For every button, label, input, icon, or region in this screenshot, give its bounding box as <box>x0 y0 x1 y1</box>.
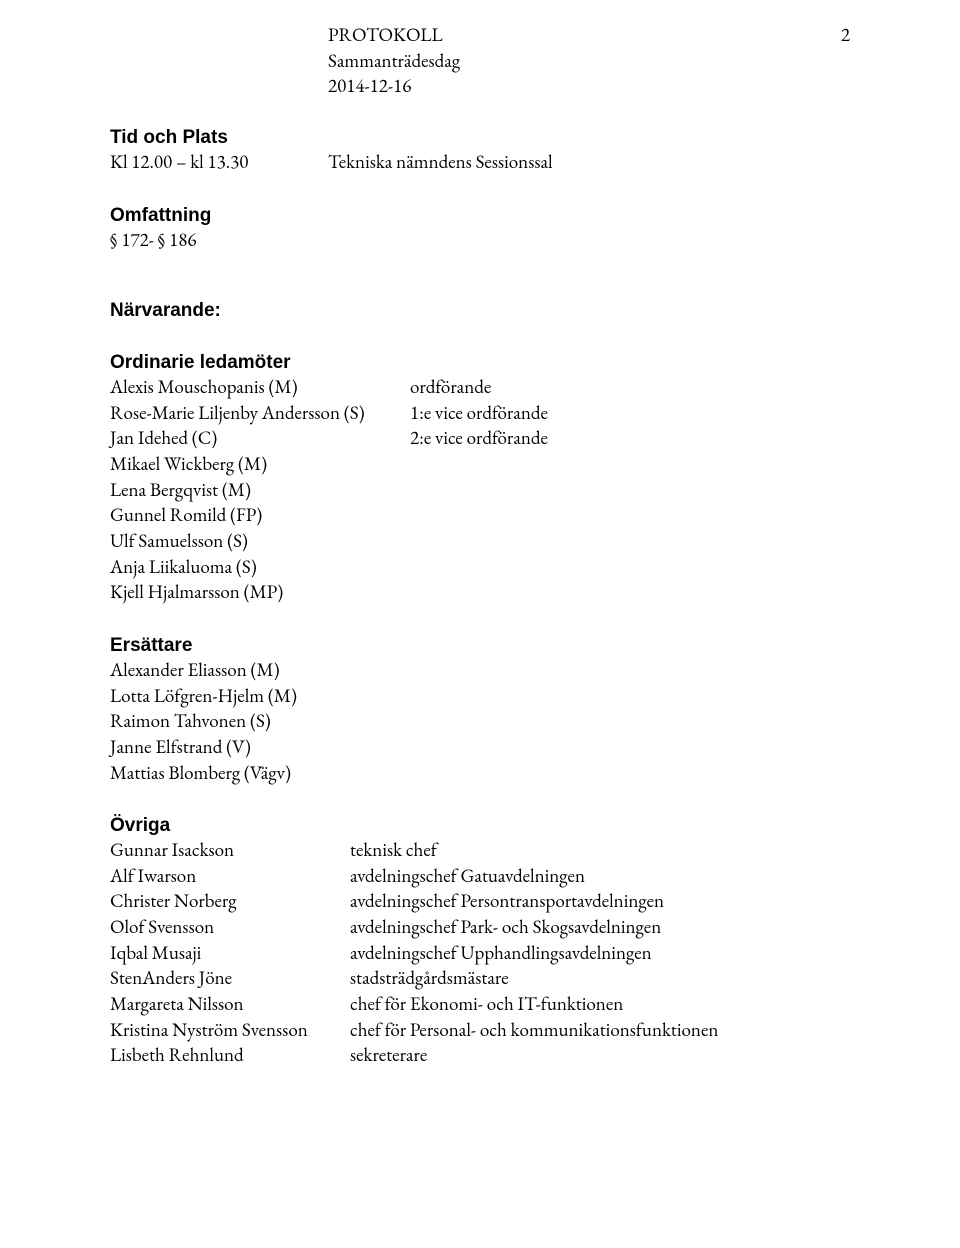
ordinarie-role: 1:e vice ordförande <box>410 400 850 426</box>
list-item: Christer Norberg avdelningschef Persontr… <box>110 888 850 914</box>
list-item: Kjell Hjalmarsson (MP) <box>110 579 850 605</box>
ordinarie-name: Ulf Samuelsson (S) <box>110 528 410 554</box>
ovriga-role: avdelningschef Park- och Skogsavdelninge… <box>350 914 850 940</box>
list-item: StenAnders Jöne stadsträdgårdsmästare <box>110 965 850 991</box>
heading-ersattare: Ersättare <box>110 635 850 657</box>
list-item: Lotta Löfgren-Hjelm (M) <box>110 683 850 709</box>
ovriga-role: stadsträdgårdsmästare <box>350 965 850 991</box>
page-number: 2 <box>841 22 850 48</box>
header-date: 2014-12-16 <box>328 73 850 99</box>
heading-ordinarie: Ordinarie ledamöter <box>110 352 850 374</box>
ovriga-list: Gunnar Isackson teknisk chef Alf Iwarson… <box>110 837 850 1068</box>
list-item: Alf Iwarson avdelningschef Gatuavdelning… <box>110 863 850 889</box>
ovriga-role: chef för Ekonomi- och IT-funktionen <box>350 991 850 1017</box>
list-item: Mikael Wickberg (M) <box>110 451 850 477</box>
ovriga-role: chef för Personal- och kommunikationsfun… <box>350 1017 850 1043</box>
list-item: Kristina Nyström Svensson chef för Perso… <box>110 1017 850 1043</box>
header-title-protokoll: PROTOKOLL <box>328 22 850 48</box>
list-item: Mattias Blomberg (Vägv) <box>110 760 850 786</box>
list-item: Janne Elfstrand (V) <box>110 734 850 760</box>
ordinarie-name: Anja Liikaluoma (S) <box>110 554 410 580</box>
ordinarie-role: 2:e vice ordförande <box>410 425 850 451</box>
ovriga-name: Kristina Nyström Svensson <box>110 1017 350 1043</box>
tidplats-room: Tekniska nämndens Sessionssal <box>328 149 553 175</box>
ordinarie-name: Kjell Hjalmarsson (MP) <box>110 579 410 605</box>
list-item: Rose-Marie Liljenby Andersson (S) 1:e vi… <box>110 400 850 426</box>
ovriga-name: Gunnar Isackson <box>110 837 350 863</box>
ersattare-list: Alexander Eliasson (M) Lotta Löfgren-Hje… <box>110 657 850 785</box>
list-item: Jan Idehed (C) 2:e vice ordförande <box>110 425 850 451</box>
tidplats-time: Kl 12.00 – kl 13.30 <box>110 149 328 175</box>
ordinarie-role <box>410 554 850 580</box>
ovriga-role: teknisk chef <box>350 837 850 863</box>
ordinarie-role <box>410 579 850 605</box>
ordinarie-name: Mikael Wickberg (M) <box>110 451 410 477</box>
list-item: Gunnar Isackson teknisk chef <box>110 837 850 863</box>
ordinarie-list: Alexis Mouschopanis (M) ordförande Rose-… <box>110 374 850 605</box>
ovriga-name: Christer Norberg <box>110 888 350 914</box>
ovriga-name: Iqbal Musaji <box>110 940 350 966</box>
ordinarie-name: Alexis Mouschopanis (M) <box>110 374 410 400</box>
ordinarie-role: ordförande <box>410 374 850 400</box>
list-item: Raimon Tahvonen (S) <box>110 708 850 734</box>
ordinarie-name: Jan Idehed (C) <box>110 425 410 451</box>
list-item: Ulf Samuelsson (S) <box>110 528 850 554</box>
list-item: Margareta Nilsson chef för Ekonomi- och … <box>110 991 850 1017</box>
header-title-sammantradesdag: Sammanträdesdag <box>328 48 850 74</box>
list-item: Anja Liikaluoma (S) <box>110 554 850 580</box>
ordinarie-name: Gunnel Romild (FP) <box>110 502 410 528</box>
list-item: Olof Svensson avdelningschef Park- och S… <box>110 914 850 940</box>
ordinarie-role <box>410 502 850 528</box>
list-item: Alexander Eliasson (M) <box>110 657 850 683</box>
ovriga-role: sekreterare <box>350 1042 850 1068</box>
heading-narvarande: Närvarande: <box>110 300 850 322</box>
heading-omfattning: Omfattning <box>110 205 850 227</box>
ovriga-name: StenAnders Jöne <box>110 965 350 991</box>
ordinarie-name: Lena Bergqvist (M) <box>110 477 410 503</box>
list-item: Iqbal Musaji avdelningschef Upphandlings… <box>110 940 850 966</box>
heading-tid-och-plats: Tid och Plats <box>110 127 850 149</box>
list-item: Lisbeth Rehnlund sekreterare <box>110 1042 850 1068</box>
heading-ovriga: Övriga <box>110 815 850 837</box>
ovriga-name: Olof Svensson <box>110 914 350 940</box>
omfattning-range: § 172- § 186 <box>110 227 850 253</box>
list-item: Lena Bergqvist (M) <box>110 477 850 503</box>
list-item: Alexis Mouschopanis (M) ordförande <box>110 374 850 400</box>
ovriga-role: avdelningschef Persontransportavdelninge… <box>350 888 850 914</box>
ordinarie-role <box>410 477 850 503</box>
ordinarie-role <box>410 528 850 554</box>
ovriga-role: avdelningschef Gatuavdelningen <box>350 863 850 889</box>
ovriga-name: Alf Iwarson <box>110 863 350 889</box>
ovriga-name: Lisbeth Rehnlund <box>110 1042 350 1068</box>
ordinarie-role <box>410 451 850 477</box>
ovriga-role: avdelningschef Upphandlingsavdelningen <box>350 940 850 966</box>
ovriga-name: Margareta Nilsson <box>110 991 350 1017</box>
ordinarie-name: Rose-Marie Liljenby Andersson (S) <box>110 400 410 426</box>
list-item: Gunnel Romild (FP) <box>110 502 850 528</box>
